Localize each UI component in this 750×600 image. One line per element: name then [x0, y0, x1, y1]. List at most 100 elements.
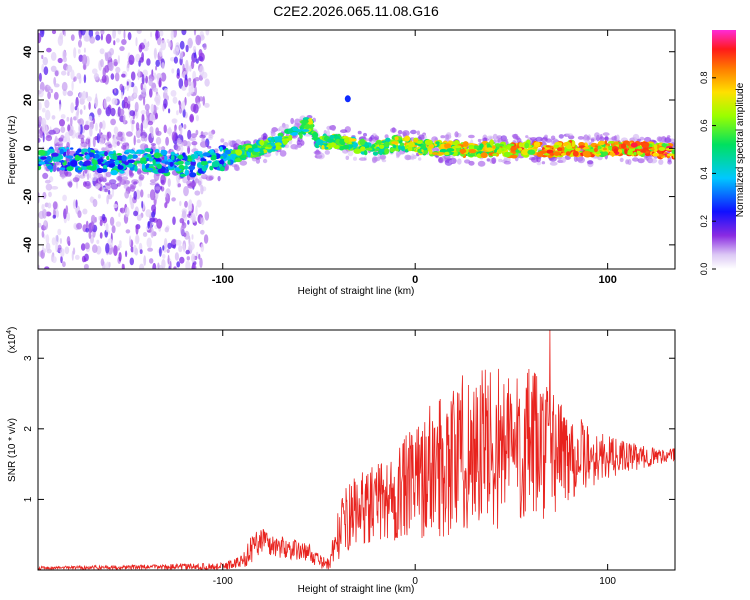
noise-blob	[133, 93, 137, 98]
ridge-blob	[216, 167, 221, 171]
noise-blob	[204, 78, 210, 87]
ridge-blob	[407, 146, 413, 152]
noise-blob	[41, 230, 45, 238]
noise-blob	[173, 49, 176, 55]
noise-blob	[164, 202, 168, 209]
noise-blob	[180, 225, 185, 236]
halo-blob	[203, 131, 209, 136]
noise-blob	[123, 96, 128, 104]
halo-blob	[602, 132, 610, 136]
noise-blob	[170, 90, 177, 97]
ridge-blob	[636, 149, 642, 155]
ridge-blob	[169, 161, 174, 167]
halo-blob	[158, 146, 164, 150]
ridge-blob	[521, 149, 529, 156]
noise-blob	[42, 191, 47, 200]
halo-blob	[558, 134, 564, 139]
noise-blob	[66, 236, 71, 245]
noise-blob	[96, 239, 100, 244]
ridge-blob	[640, 150, 646, 153]
halo-blob	[38, 130, 43, 138]
halo-blob	[199, 134, 206, 139]
noise-blob	[47, 86, 52, 91]
noise-blob	[181, 30, 187, 36]
noise-blob	[133, 85, 138, 96]
noise-blob	[167, 254, 170, 265]
ridge-blob	[66, 147, 70, 150]
halo-blob	[115, 135, 124, 141]
halo-blob	[149, 182, 157, 186]
noise-blob	[166, 128, 173, 135]
noise-blob	[126, 81, 129, 86]
noise-blob	[191, 234, 194, 240]
noise-blob	[139, 249, 143, 255]
ridge-blob	[533, 141, 541, 148]
y-tick-label: 3	[23, 355, 34, 361]
noise-blob	[164, 227, 169, 233]
halo-blob	[124, 180, 131, 185]
ridge-blob	[539, 150, 547, 154]
ridge-blob	[614, 141, 619, 145]
y-tick-label: 40	[22, 46, 34, 58]
ridge-blob	[184, 155, 188, 162]
ridge-blob	[486, 144, 491, 148]
noise-blob	[60, 114, 66, 119]
ridge-blob	[620, 143, 627, 149]
halo-blob	[107, 144, 113, 148]
halo-blob	[140, 143, 148, 150]
noise-blob	[200, 229, 205, 235]
ridge-blob	[220, 156, 224, 159]
ridge-blob	[200, 160, 208, 166]
ridge-blob	[70, 160, 78, 167]
ridge-blob	[219, 166, 225, 172]
halo-blob	[239, 160, 248, 166]
ridge-blob	[291, 126, 298, 132]
ridge-blob	[353, 148, 362, 154]
halo-blob	[565, 133, 573, 137]
ridge-blob	[54, 156, 61, 162]
noise-blob	[45, 211, 52, 217]
halo-blob	[491, 160, 496, 164]
noise-blob	[193, 103, 199, 114]
ridge-blob	[400, 142, 405, 147]
ridge-blob	[131, 154, 138, 159]
noise-blob	[198, 49, 203, 58]
noise-blob	[70, 34, 75, 41]
noise-blob	[112, 30, 116, 39]
noise-blob	[70, 116, 73, 127]
noise-blob	[167, 242, 172, 250]
ridge-blob	[379, 150, 383, 156]
halo-blob	[667, 135, 671, 139]
ridge-blob	[661, 143, 667, 147]
noise-blob	[185, 249, 190, 255]
noise-blob	[83, 105, 86, 110]
noise-blob	[150, 227, 154, 238]
noise-blob	[184, 77, 189, 88]
halo-blob	[438, 156, 444, 163]
ridge-blob	[383, 141, 390, 148]
ridge-blob	[666, 153, 674, 157]
snr-panel: -100 0 100 1 2 3 Height of straight line (km)…	[6, 327, 676, 595]
halo-blob	[627, 159, 632, 165]
halo-blob	[44, 179, 51, 184]
halo-blob	[85, 138, 90, 145]
noise-blob	[148, 78, 153, 86]
ridge-blob	[608, 146, 613, 151]
noise-blob	[57, 228, 62, 236]
noise-blob	[45, 234, 50, 244]
y-tick-label: -40	[22, 237, 34, 253]
ridge-blob	[420, 144, 426, 150]
halo-blob	[294, 145, 299, 150]
ridge-blob	[87, 147, 91, 153]
ridge-blob	[127, 159, 135, 163]
noise-blob	[59, 119, 65, 127]
ridge-blob	[398, 145, 401, 150]
noise-blob	[119, 207, 123, 213]
noise-blob	[189, 113, 194, 123]
halo-blob	[227, 140, 233, 147]
noise-blob	[86, 173, 90, 181]
noise-blob	[63, 30, 66, 37]
ridge-blob	[91, 160, 99, 165]
noise-blob	[116, 38, 120, 43]
noise-blob	[155, 127, 160, 136]
